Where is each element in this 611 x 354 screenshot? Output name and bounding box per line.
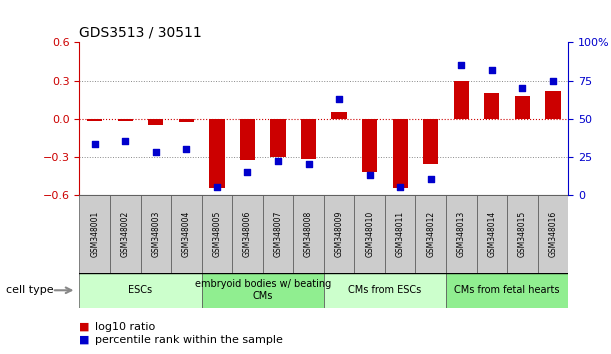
Bar bbox=[453, 81, 469, 119]
Bar bbox=[301, 119, 316, 159]
Text: log10 ratio: log10 ratio bbox=[95, 322, 155, 332]
Point bbox=[426, 177, 436, 182]
Text: GDS3513 / 30511: GDS3513 / 30511 bbox=[79, 26, 202, 40]
Bar bbox=[87, 119, 103, 121]
Bar bbox=[362, 119, 378, 172]
Text: GSM348016: GSM348016 bbox=[549, 211, 557, 257]
Point bbox=[273, 158, 283, 164]
Bar bbox=[232, 195, 263, 273]
Point bbox=[487, 67, 497, 73]
Bar bbox=[415, 195, 446, 273]
Bar bbox=[270, 119, 285, 156]
Bar bbox=[515, 96, 530, 119]
Text: GSM348001: GSM348001 bbox=[90, 211, 99, 257]
Bar bbox=[293, 195, 324, 273]
Text: GSM348008: GSM348008 bbox=[304, 211, 313, 257]
Point bbox=[181, 146, 191, 152]
Point bbox=[243, 169, 252, 175]
Text: GSM348006: GSM348006 bbox=[243, 210, 252, 257]
Text: GSM348005: GSM348005 bbox=[213, 210, 221, 257]
Bar bbox=[202, 273, 324, 308]
Bar bbox=[446, 273, 568, 308]
Text: ■: ■ bbox=[79, 335, 90, 344]
Text: CMs from ESCs: CMs from ESCs bbox=[348, 285, 422, 295]
Bar bbox=[202, 195, 232, 273]
Text: CMs from fetal hearts: CMs from fetal hearts bbox=[455, 285, 560, 295]
Bar bbox=[423, 119, 439, 164]
Bar bbox=[209, 119, 225, 188]
Point bbox=[212, 184, 222, 190]
Bar bbox=[354, 195, 385, 273]
Bar bbox=[171, 195, 202, 273]
Bar bbox=[118, 119, 133, 121]
Text: GSM348015: GSM348015 bbox=[518, 211, 527, 257]
Text: GSM348010: GSM348010 bbox=[365, 211, 374, 257]
Text: GSM348014: GSM348014 bbox=[488, 211, 496, 257]
Point bbox=[90, 142, 100, 147]
Point bbox=[334, 96, 344, 102]
Bar bbox=[263, 195, 293, 273]
Text: ESCs: ESCs bbox=[128, 285, 153, 295]
Bar bbox=[546, 91, 561, 119]
Text: GSM348011: GSM348011 bbox=[396, 211, 404, 257]
Text: GSM348012: GSM348012 bbox=[426, 211, 435, 257]
Text: GSM348004: GSM348004 bbox=[182, 210, 191, 257]
Point bbox=[456, 62, 466, 68]
Point bbox=[518, 85, 527, 91]
Bar bbox=[324, 195, 354, 273]
Bar bbox=[324, 273, 446, 308]
Text: percentile rank within the sample: percentile rank within the sample bbox=[95, 335, 282, 344]
Point bbox=[120, 138, 130, 144]
Point bbox=[395, 184, 405, 190]
Point bbox=[365, 172, 375, 178]
Text: GSM348009: GSM348009 bbox=[335, 210, 343, 257]
Text: GSM348003: GSM348003 bbox=[152, 210, 160, 257]
Text: GSM348007: GSM348007 bbox=[274, 210, 282, 257]
Text: GSM348013: GSM348013 bbox=[457, 211, 466, 257]
Text: embryoid bodies w/ beating
CMs: embryoid bodies w/ beating CMs bbox=[195, 279, 331, 301]
Bar bbox=[477, 195, 507, 273]
Point bbox=[304, 161, 313, 167]
Point bbox=[151, 149, 161, 155]
Point bbox=[548, 78, 558, 84]
Text: cell type: cell type bbox=[6, 285, 54, 295]
Bar bbox=[393, 119, 408, 188]
Bar bbox=[538, 195, 568, 273]
Bar bbox=[141, 195, 171, 273]
Bar bbox=[446, 195, 477, 273]
Bar bbox=[148, 119, 164, 125]
Bar bbox=[484, 93, 500, 119]
Bar bbox=[79, 273, 202, 308]
Bar bbox=[385, 195, 415, 273]
Text: ■: ■ bbox=[79, 322, 90, 332]
Bar bbox=[79, 195, 110, 273]
Text: GSM348002: GSM348002 bbox=[121, 211, 130, 257]
Bar bbox=[507, 195, 538, 273]
Bar bbox=[179, 119, 194, 122]
Bar bbox=[240, 119, 255, 160]
Bar bbox=[332, 112, 347, 119]
Bar bbox=[110, 195, 141, 273]
